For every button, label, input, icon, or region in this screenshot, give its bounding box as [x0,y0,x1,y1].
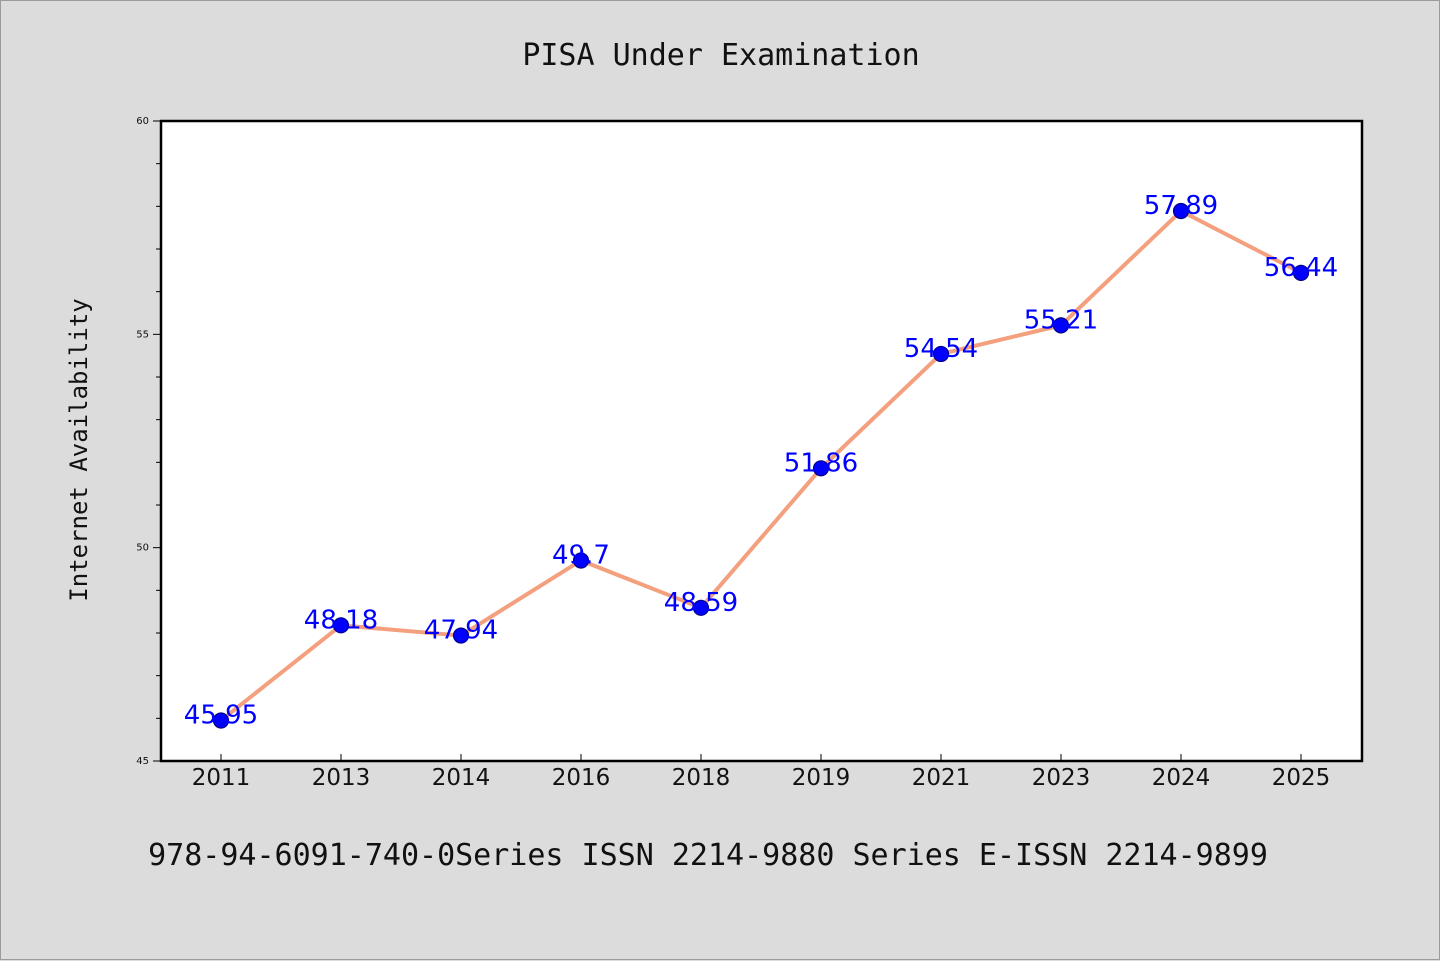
series-line-path [219,209,1303,723]
y-tick-label: 60 [136,116,149,127]
data-point [572,552,590,569]
data-point [452,627,470,644]
x-tick-label: 2016 [552,765,611,791]
data-label: 54.54 [904,334,978,364]
data-point [332,617,350,634]
footer-text: 978-94-6091-740-0Series ISSN 2214-9880 S… [148,838,1268,873]
data-label: 55.21 [1024,305,1098,335]
series-line [219,209,1303,723]
x-tick-label: 2019 [792,765,851,791]
data-point [1292,264,1310,281]
data-point [1172,202,1190,220]
data-label: 47.94 [424,616,498,646]
data-point [932,345,950,363]
plot-border [159,119,1364,763]
x-tick-label: 2018 [672,765,731,791]
y-axis-label: Internet Availability [65,298,93,601]
data-point [692,599,710,616]
chart-title: PISA Under Examination [522,38,919,73]
y-tick-label: 50 [136,543,149,554]
data-label: 57.89 [1144,191,1218,221]
x-tick-label: 2024 [1152,765,1211,791]
x-tick-label: 2011 [192,765,251,791]
x-tick-label: 2023 [1032,765,1091,791]
data-point [212,712,230,729]
y-tick-label: 45 [136,756,149,767]
data-label: 56.44 [1264,253,1338,283]
x-tick-label: 2021 [912,765,971,791]
x-tick-label: 2014 [432,765,491,791]
data-label: 51.86 [784,448,858,478]
data-label: 49.7 [552,540,610,570]
y-tick-label: 55 [136,329,149,340]
data-label: 45.95 [184,700,258,730]
data-point [1052,317,1070,334]
data-label: 48.18 [304,605,378,635]
data-label: 48.59 [664,588,738,618]
y-axis: 45 50 55 60 [136,116,161,767]
x-tick-label: 2013 [312,765,371,791]
x-tick-label: 2025 [1272,765,1331,791]
x-axis: 2011 2013 2014 2016 2018 2019 2021 2023 2024 2025 [192,754,1331,791]
data-labels: 45.95 48.18 47.94 49.7 48.59 51.86 54.54 55.21 5… [184,191,1338,730]
data-point [812,460,830,477]
series-markers [212,202,1310,729]
